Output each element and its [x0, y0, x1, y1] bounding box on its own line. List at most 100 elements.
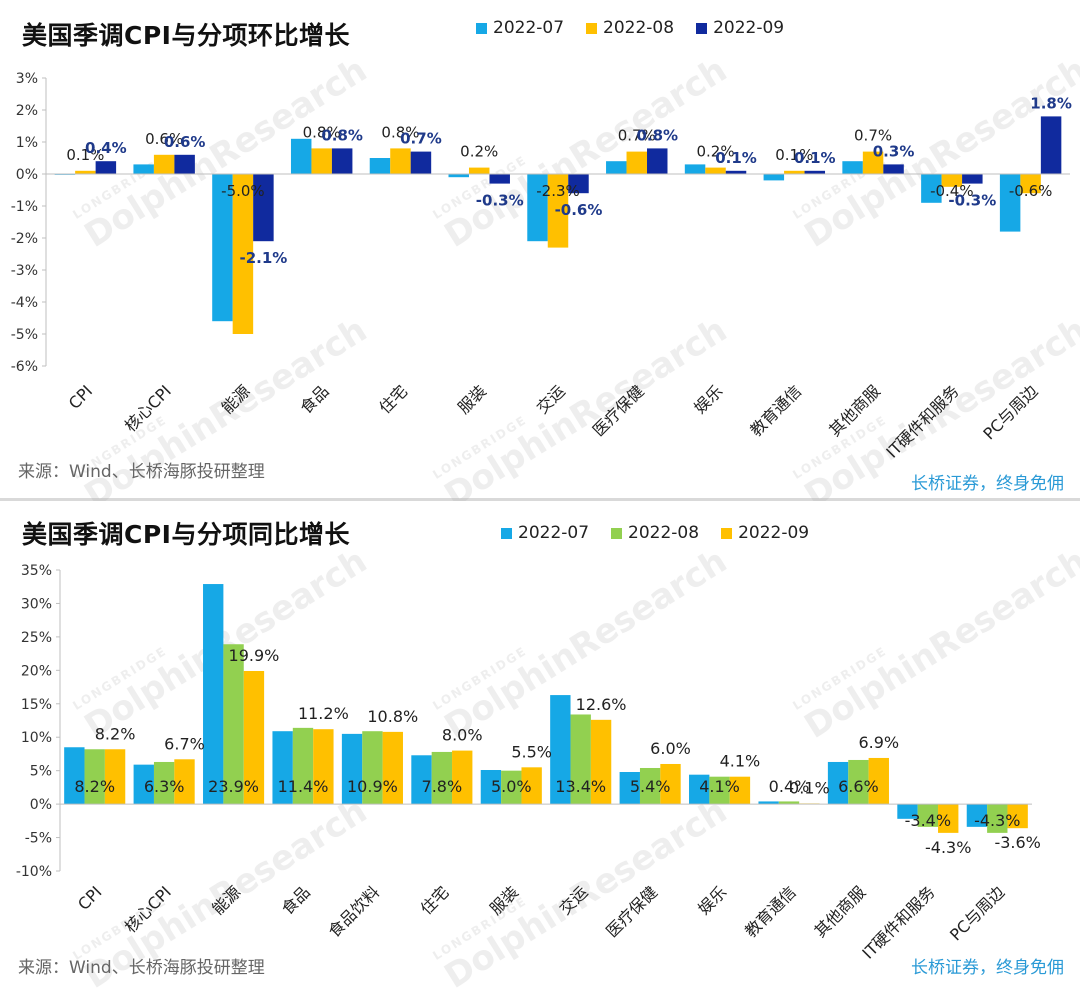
data-label: 19.9%: [229, 646, 280, 665]
bar: [153, 154, 175, 174]
bar: [290, 138, 312, 174]
bar: [962, 174, 983, 184]
category-label: 核心CPI: [121, 882, 175, 936]
bar: [868, 757, 889, 805]
bar: [848, 759, 869, 805]
source-note: 来源：Wind、长桥海豚投研整理: [18, 958, 265, 978]
mom-chart-panel: LONGBRIDGE DolphinResearch LONGBRIDGE Dolp…: [0, 18, 1080, 516]
bar: [547, 174, 569, 248]
bar: [570, 714, 591, 805]
bar: [999, 174, 1021, 232]
data-label: 0.6%: [164, 133, 206, 151]
bar: [468, 167, 490, 174]
legend-item: 2022-09: [696, 18, 784, 38]
bar: [921, 174, 942, 203]
legend: 2022-07 2022-08 2022-09: [501, 523, 809, 543]
category-label: CPI: [65, 381, 96, 412]
data-label: 23.9%: [208, 777, 259, 796]
category-label: PC与周边: [979, 381, 1041, 443]
data-label: 6.6%: [838, 777, 879, 796]
legend: 2022-07 2022-08 2022-09: [476, 18, 784, 38]
yoy-chart-panel: LONGBRIDGE DolphinResearch LONGBRIDGE Dolp…: [0, 501, 1080, 997]
bar: [1040, 116, 1062, 174]
y-tick-label: 0%: [16, 167, 38, 183]
bar: [590, 719, 612, 805]
data-label: 0.1%: [715, 149, 757, 167]
data-label: 8.0%: [442, 726, 483, 745]
category-label: 食品饮料: [325, 882, 384, 941]
category-label: 娱乐: [690, 381, 726, 417]
data-label: 0.1%: [789, 778, 830, 797]
category-label: 医疗保健: [589, 381, 648, 440]
bar: [501, 770, 522, 805]
legend-swatch: [476, 22, 487, 34]
bar: [203, 584, 224, 805]
data-label: -2.3%: [536, 182, 580, 200]
data-label: 6.7%: [164, 734, 205, 753]
bar: [84, 749, 105, 805]
bar: [941, 174, 963, 187]
bar: [938, 804, 959, 833]
bar: [709, 776, 730, 805]
bar: [639, 767, 661, 805]
y-tick-label: 0%: [30, 797, 52, 813]
data-label: 0.8%: [636, 126, 678, 144]
bar: [133, 764, 154, 805]
category-label: 娱乐: [694, 882, 730, 918]
bar: [75, 170, 96, 174]
bar: [660, 763, 681, 805]
data-label: 0.1%: [66, 146, 104, 164]
y-tick-label: 30%: [21, 596, 52, 612]
data-label: 6.9%: [858, 733, 899, 752]
data-label: 10.8%: [367, 707, 418, 726]
data-label: -0.3%: [476, 192, 524, 210]
bar: [489, 174, 510, 184]
bar: [362, 731, 383, 805]
bar: [95, 161, 117, 174]
data-label: 8.2%: [95, 724, 136, 743]
data-label: 11.4%: [278, 777, 329, 796]
bar: [883, 164, 904, 174]
brand-slogan: 长桥证券，终身免佣: [911, 474, 1064, 494]
data-label: 7.8%: [422, 777, 463, 796]
data-label: -4.3%: [925, 838, 971, 857]
y-tick-label: -5%: [11, 327, 38, 343]
category-label: 核心CPI: [121, 381, 175, 435]
bar: [862, 151, 884, 174]
bar: [243, 671, 265, 805]
y-tick-label: -2%: [11, 231, 38, 247]
data-label: 0.7%: [618, 127, 656, 145]
bar: [568, 174, 589, 194]
legend-label: 2022-07: [493, 18, 565, 38]
category-label: 交运: [533, 381, 569, 417]
bar: [705, 167, 726, 174]
bar: [313, 729, 334, 805]
bar: [64, 747, 85, 805]
data-label: 0.3%: [873, 142, 915, 160]
data-label: -0.6%: [555, 201, 603, 219]
category-label: 教育通信: [741, 882, 800, 941]
bar: [253, 174, 274, 242]
legend-label: 2022-09: [738, 523, 810, 543]
bar: [341, 733, 363, 805]
mom-bar-chart: 3% 2% 1% 0% -1% -2% -3% -4% -5% -6% CPI 核心CPI 能源 食品 住宅…: [11, 71, 1072, 462]
y-tick-label: 20%: [21, 663, 52, 679]
data-label: 10.9%: [347, 777, 398, 796]
bar: [827, 761, 849, 805]
bar: [778, 801, 800, 805]
data-label: 13.4%: [555, 777, 606, 796]
bar: [448, 174, 469, 178]
legend-item: 2022-08: [611, 523, 699, 543]
legend-item: 2022-07: [501, 523, 589, 543]
bar: [153, 761, 175, 805]
bar: [292, 727, 314, 805]
bar: [431, 751, 453, 805]
data-label: 0.6%: [145, 130, 183, 148]
legend-swatch: [721, 527, 733, 539]
bar: [763, 174, 785, 181]
data-label: -3.6%: [994, 833, 1040, 852]
data-label: 1.8%: [1030, 94, 1072, 112]
bar: [480, 769, 502, 805]
bar: [331, 148, 353, 174]
bar: [390, 148, 411, 174]
